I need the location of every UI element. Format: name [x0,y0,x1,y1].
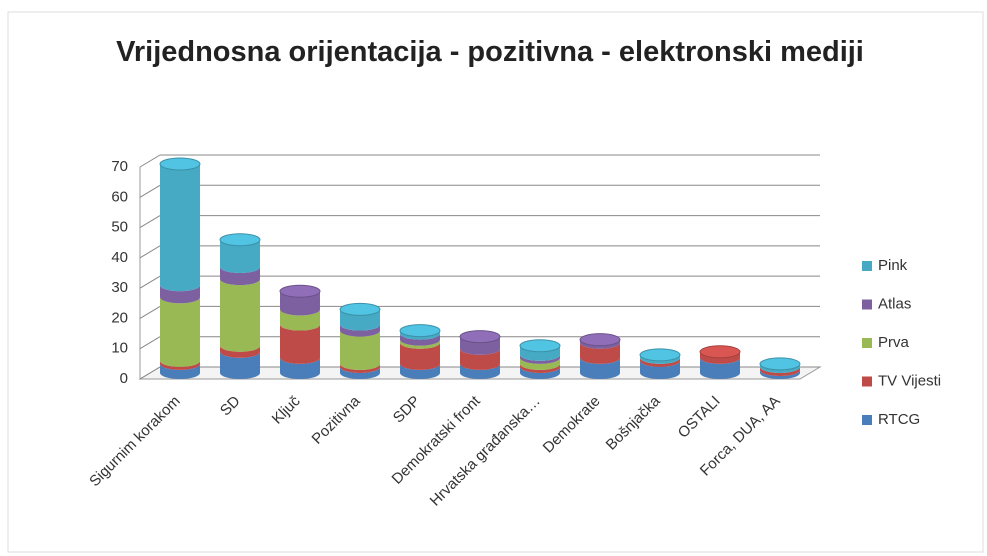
bar-segment [340,363,380,373]
bar-segment [280,309,320,331]
grid-line-side [139,215,161,229]
legend-label: Pink [878,257,908,274]
legend-label: Prva [878,334,910,351]
bar-segment [280,291,320,316]
bar-cap [519,339,561,353]
frame [7,11,984,553]
bar-segment [220,279,260,352]
bar-segment [520,345,560,361]
bar-segment [340,330,380,370]
bar-segment [640,357,680,367]
legend-swatch [862,338,872,348]
grid-line-side [139,154,161,168]
bar-segment [280,324,320,364]
bar-cap [159,157,201,171]
bar-segment [520,357,560,370]
bar-segment [220,267,260,286]
grid-line-side [139,366,161,380]
bar-segment [520,363,560,373]
bar-segment [400,339,440,349]
y-tick-label: 0 [120,370,128,387]
bar-segment [220,239,260,273]
x-tick-label: SDP [390,393,424,427]
bar-segment [460,363,500,379]
y-tick-label: 40 [111,249,128,266]
bar-cap [459,330,501,344]
bar-cap [759,357,801,371]
legend-swatch [862,415,872,425]
legend-label: TV Vijesti [878,372,941,389]
bar-segment [760,363,800,373]
grid-line-side [139,336,161,350]
bar-segment [400,333,440,346]
bar-cap [579,333,621,347]
bar-cap [399,324,441,338]
legend-swatch [862,261,872,271]
bar-segment [460,336,500,355]
legend-swatch [862,299,872,310]
bar-cap [219,233,261,247]
grid-line-side [139,305,161,319]
bar-segment [280,357,320,379]
y-tick-label: 30 [111,279,128,296]
bar-segment [340,366,380,379]
bar-segment [760,366,800,376]
bar-segment [160,363,200,379]
bar-segment [580,339,620,349]
bar-segment [400,342,440,370]
bar-segment [460,348,500,370]
bar-segment [400,363,440,379]
bar-segment [520,354,560,364]
bar-cap [339,302,381,316]
bar-segment [520,366,560,379]
x-tick-label: SD [217,393,244,420]
x-tick-label: Ključ [269,392,304,427]
bar-segment [220,351,260,379]
x-tick-label: Sigurnim korakom [86,393,183,490]
bar-segment [340,324,380,337]
bar-segment [580,357,620,379]
legend-label: RTCG [878,411,920,428]
bar-segment [160,285,200,304]
bar-segment [700,357,740,379]
bar-segment [220,345,260,358]
grid-line-side [139,184,161,198]
y-tick-label: 50 [111,219,128,236]
x-tick-label: OSTALI [675,393,724,442]
bar-segment [640,360,680,379]
bar-cap [639,348,681,362]
bar-cap [279,284,321,298]
y-tick-label: 10 [111,340,128,357]
bar-segment [160,360,200,370]
bar-segment [580,342,620,364]
bar-segment [160,164,200,292]
bar-segment [640,354,680,364]
bar-segment [400,330,440,340]
chart-title: Vrijednosna orijentacija - pozitivna - e… [116,36,864,68]
bar-cap [699,345,741,359]
y-tick-label: 60 [111,188,128,205]
x-tick-label: Demokrate [540,393,604,457]
legend-swatch [862,376,872,387]
x-tick-label: Bošnjačka [603,392,664,453]
x-tick-label: Hrvatska građanska… [427,393,544,510]
grid-line-side [139,275,161,289]
bar-segment [160,297,200,367]
grid-line-side [139,245,161,259]
y-tick-label: 20 [111,309,128,326]
x-tick-label: Pozitivna [309,392,365,448]
bar-segment [760,369,800,379]
legend-label: Atlas [878,295,911,312]
y-tick-label: 70 [111,158,128,175]
